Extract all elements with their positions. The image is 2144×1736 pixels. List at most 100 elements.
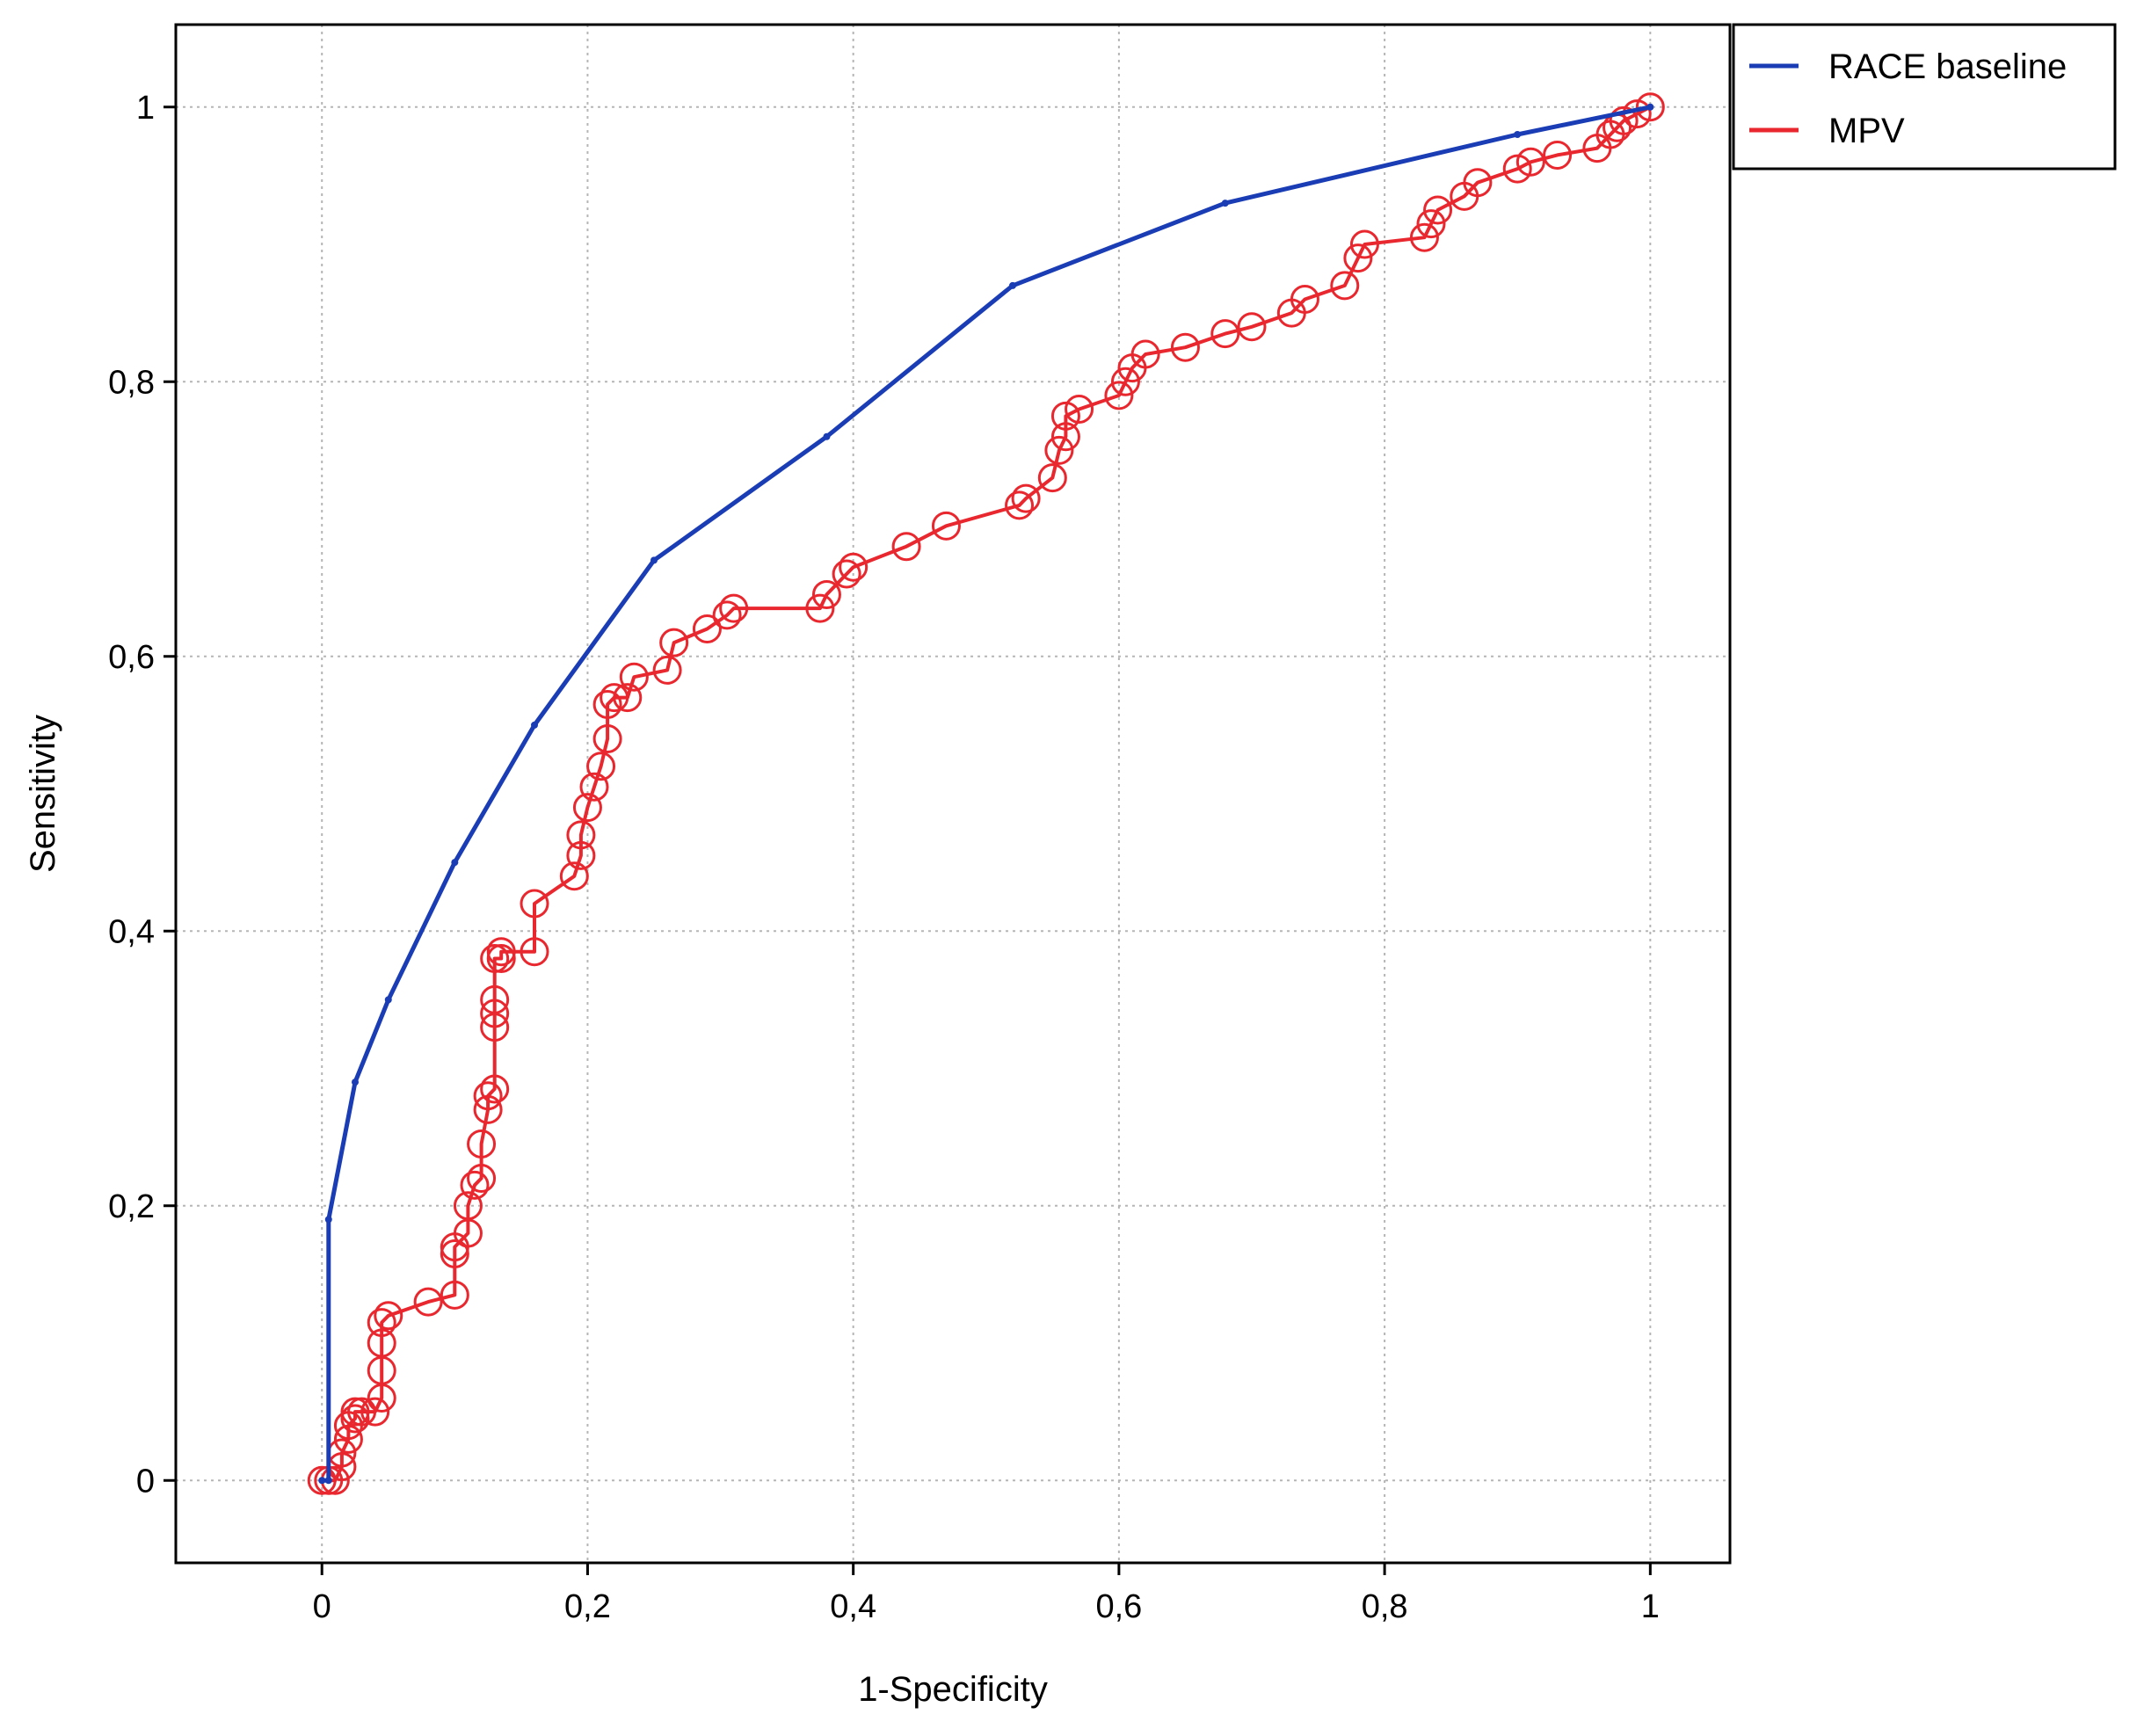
data-point-mpv [1170,332,1200,362]
data-point-mpv [719,593,749,623]
data-point-mpv [592,689,622,719]
y-tick-label: 0,4 [108,913,155,950]
y-tick-label: 0,6 [108,639,155,676]
data-point-mpv [566,840,596,870]
data-point-mpv [1104,381,1134,410]
data-point-mpv [1011,483,1041,513]
data-point-mpv [712,600,742,630]
data-point-mpv [440,1280,469,1310]
data-point-race-baseline [650,556,658,564]
data-point-race-baseline [352,1079,359,1086]
data-point-mpv [367,1328,396,1358]
data-point-mpv [839,552,869,582]
data-point-mpv [340,1404,370,1434]
data-point-mpv [811,579,841,609]
data-point-mpv [1409,222,1439,252]
data-point-race-baseline [384,996,392,1004]
data-point-mpv [659,628,689,657]
x-tick-label: 0,2 [564,1588,611,1625]
data-point-race-baseline [823,432,831,440]
plot-area-frame [174,23,1732,1565]
data-point-mpv [1349,229,1379,259]
data-point-mpv [473,1094,503,1124]
data-point-mpv [347,1397,377,1427]
data-point-mpv [467,1129,497,1159]
data-point-mpv [600,683,629,713]
data-point-mpv [572,793,602,823]
data-point-mpv [1635,92,1665,122]
data-point-mpv [1290,285,1319,314]
y-axis-label: Sensitivity [24,715,62,873]
data-point-mpv [520,937,549,967]
x-tick-label: 0,6 [1095,1588,1142,1625]
legend-label-race-baseline: RACE baseline [1828,47,2067,86]
data-point-mpv [480,999,510,1028]
data-point-race-baseline [1221,200,1229,207]
series-layer [307,92,1665,1495]
data-point-mpv [480,944,510,973]
data-point-mpv [1050,422,1080,452]
data-point-mpv [1044,435,1074,465]
data-point-mpv [1502,154,1532,184]
data-point-race-baseline [1646,103,1654,111]
data-point-mpv [307,1465,337,1495]
data-point-mpv [1037,463,1067,493]
data-point-mpv [460,1170,490,1200]
data-point-mpv [579,772,609,802]
data-point-mpv [520,889,549,919]
data-point-race-baseline [1514,131,1522,138]
x-tick-label: 0,8 [1362,1588,1408,1625]
x-tick-label: 1 [1641,1588,1660,1625]
data-point-mpv [1423,195,1453,225]
data-point-mpv [1065,395,1094,424]
data-point-mpv [1130,339,1160,369]
data-point-mpv [367,1308,396,1338]
data-point-mpv [1543,140,1573,170]
data-point-mpv [931,511,961,541]
data-point-mpv [440,1238,469,1268]
y-tick-label: 0 [136,1463,155,1500]
data-point-mpv [619,662,649,692]
x-tick-label: 0,4 [830,1588,876,1625]
data-point-mpv [566,820,596,850]
data-point-mpv [480,1074,510,1104]
series-mpv [307,92,1665,1495]
data-point-mpv [1237,312,1267,342]
data-point-mpv [652,655,682,685]
y-tick-label: 0,2 [108,1188,155,1225]
data-point-mpv [1416,209,1446,239]
data-point-mpv [467,1164,497,1193]
x-axis-ticks: 0 0,2 0,4 0,6 0,8 1 [313,1563,1660,1625]
legend-label-mpv: MPV [1828,112,1905,150]
data-point-mpv [1210,319,1240,349]
data-point-mpv [1343,243,1373,273]
data-point-mpv [1330,271,1360,301]
data-point-mpv [333,1424,363,1454]
data-point-mpv [1050,401,1080,431]
data-point-mpv [559,861,589,891]
data-point-mpv [891,532,921,562]
data-point-mpv [340,1397,370,1427]
data-point-mpv [1110,367,1140,396]
data-point-mpv [374,1301,403,1331]
data-point-mpv [473,1081,503,1111]
data-point-mpv [486,937,516,967]
data-point-mpv [832,559,861,589]
y-tick-label: 0,8 [108,364,155,401]
data-point-race-baseline [318,1477,326,1485]
data-point-mpv [692,614,722,643]
data-point-mpv [360,1397,390,1427]
data-point-mpv [586,752,616,781]
data-point-mpv [1463,168,1493,198]
data-point-mpv [453,1191,483,1221]
data-point-mpv [613,683,643,713]
data-point-mpv [592,724,622,753]
data-point-race-baseline [324,1216,332,1224]
x-axis-label: 1-Specificity [858,1670,1048,1709]
series-race-baseline [318,103,1654,1485]
data-point-mpv [486,944,516,973]
data-point-race-baseline [531,721,538,729]
data-point-mpv [805,593,835,623]
